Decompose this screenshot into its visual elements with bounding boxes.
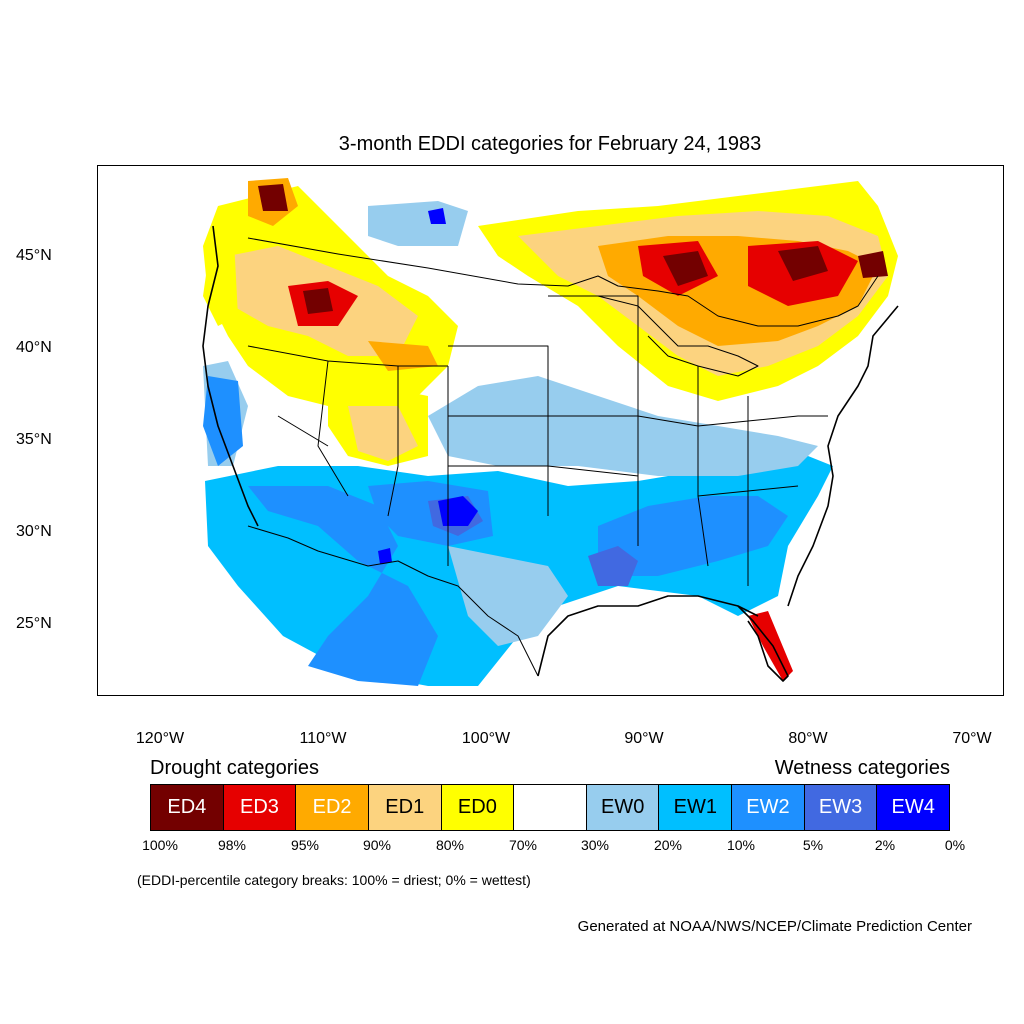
region-ew4-arizona	[378, 548, 392, 564]
state-lines-east	[637, 366, 828, 586]
xtick-100w: 100°W	[461, 730, 511, 747]
ytick-40n: 40°N	[16, 339, 52, 356]
region-ew2-southeast	[598, 496, 788, 576]
ytick-30n: 30°N	[16, 523, 52, 540]
category-breaks-note: (EDDI-percentile category breaks: 100% =…	[137, 872, 531, 888]
xtick-80w: 80°W	[788, 730, 828, 747]
ytick-25n: 25°N	[16, 615, 52, 632]
florida-coastline	[737, 605, 789, 682]
wetness-categories-heading: Wetness categories	[774, 757, 950, 779]
xtick-70w: 70°W	[952, 730, 992, 747]
region-ew0-central	[428, 376, 818, 476]
break-label: 30%	[580, 837, 610, 853]
region-ew4-canada	[428, 208, 446, 224]
east-coastline	[787, 305, 899, 607]
break-label: 95%	[290, 837, 320, 853]
legend-cell-ew4: EW4	[877, 785, 950, 830]
legend-cell-ed1: ED1	[368, 785, 442, 830]
region-ed3-florida	[748, 611, 793, 681]
legend-cell-ed4: ED4	[151, 785, 224, 830]
break-label: 80%	[435, 837, 465, 853]
ytick-35n: 35°N	[16, 431, 52, 448]
legend-cell-ew1: EW1	[659, 785, 733, 830]
eddi-map	[97, 165, 1004, 696]
legend-cell-ed3: ED3	[223, 785, 297, 830]
xtick-110w: 110°W	[299, 730, 347, 747]
state-lines-central	[448, 295, 639, 546]
break-label: 5%	[802, 837, 824, 853]
legend-cell-ew0: EW0	[586, 785, 660, 830]
region-ed0-calif-coast	[203, 221, 238, 326]
region-ed2-wyoming	[368, 341, 438, 371]
region-ew2-west	[203, 376, 243, 466]
eddi-map-canvas	[202, 178, 899, 686]
break-label: 100%	[142, 837, 178, 853]
region-ed4-quebec	[858, 251, 888, 278]
legend-cell-ed0: ED0	[441, 785, 515, 830]
break-label: 90%	[362, 837, 392, 853]
great-lakes	[597, 295, 759, 377]
region-ed4-bc	[258, 184, 288, 211]
region-ew0-canada	[368, 201, 468, 246]
break-label: 0%	[944, 837, 966, 853]
region-ew0-texas	[448, 546, 568, 646]
category-legend-bar: ED4 ED3 ED2 ED1 ED0 EW0 EW1 EW2 EW3 EW4	[150, 784, 950, 831]
gulf-coastline	[537, 595, 759, 677]
region-ew3-louisiana	[588, 546, 638, 586]
region-ed4-northeast-2	[778, 246, 828, 281]
map-title: 3-month EDDI categories for February 24,…	[338, 133, 762, 155]
xtick-90w: 90°W	[624, 730, 664, 747]
break-label: 98%	[217, 837, 247, 853]
legend-cell-neutral	[514, 785, 587, 830]
break-label: 2%	[874, 837, 896, 853]
break-label: 20%	[653, 837, 683, 853]
region-ed4-idaho	[303, 288, 333, 314]
state-lines-west	[247, 345, 449, 566]
drought-categories-heading: Drought categories	[150, 757, 319, 779]
boundaries	[202, 225, 899, 682]
ytick-45n: 45°N	[16, 247, 52, 264]
west-coastline	[202, 225, 259, 527]
credit-line: Generated at NOAA/NWS/NCEP/Climate Predi…	[577, 918, 972, 935]
us-mexico-border	[247, 525, 539, 677]
legend-cell-ed2: ED2	[296, 785, 369, 830]
region-ew2-southwest	[248, 486, 438, 686]
region-ed4-northeast	[663, 251, 708, 286]
us-canada-border	[247, 237, 879, 327]
legend-cell-ew3: EW3	[804, 785, 878, 830]
region-ed1-great-basin	[348, 406, 418, 461]
break-label: 70%	[508, 837, 538, 853]
break-label: 10%	[726, 837, 756, 853]
xtick-120w: 120°W	[135, 730, 185, 747]
legend-cell-ew2: EW2	[732, 785, 805, 830]
